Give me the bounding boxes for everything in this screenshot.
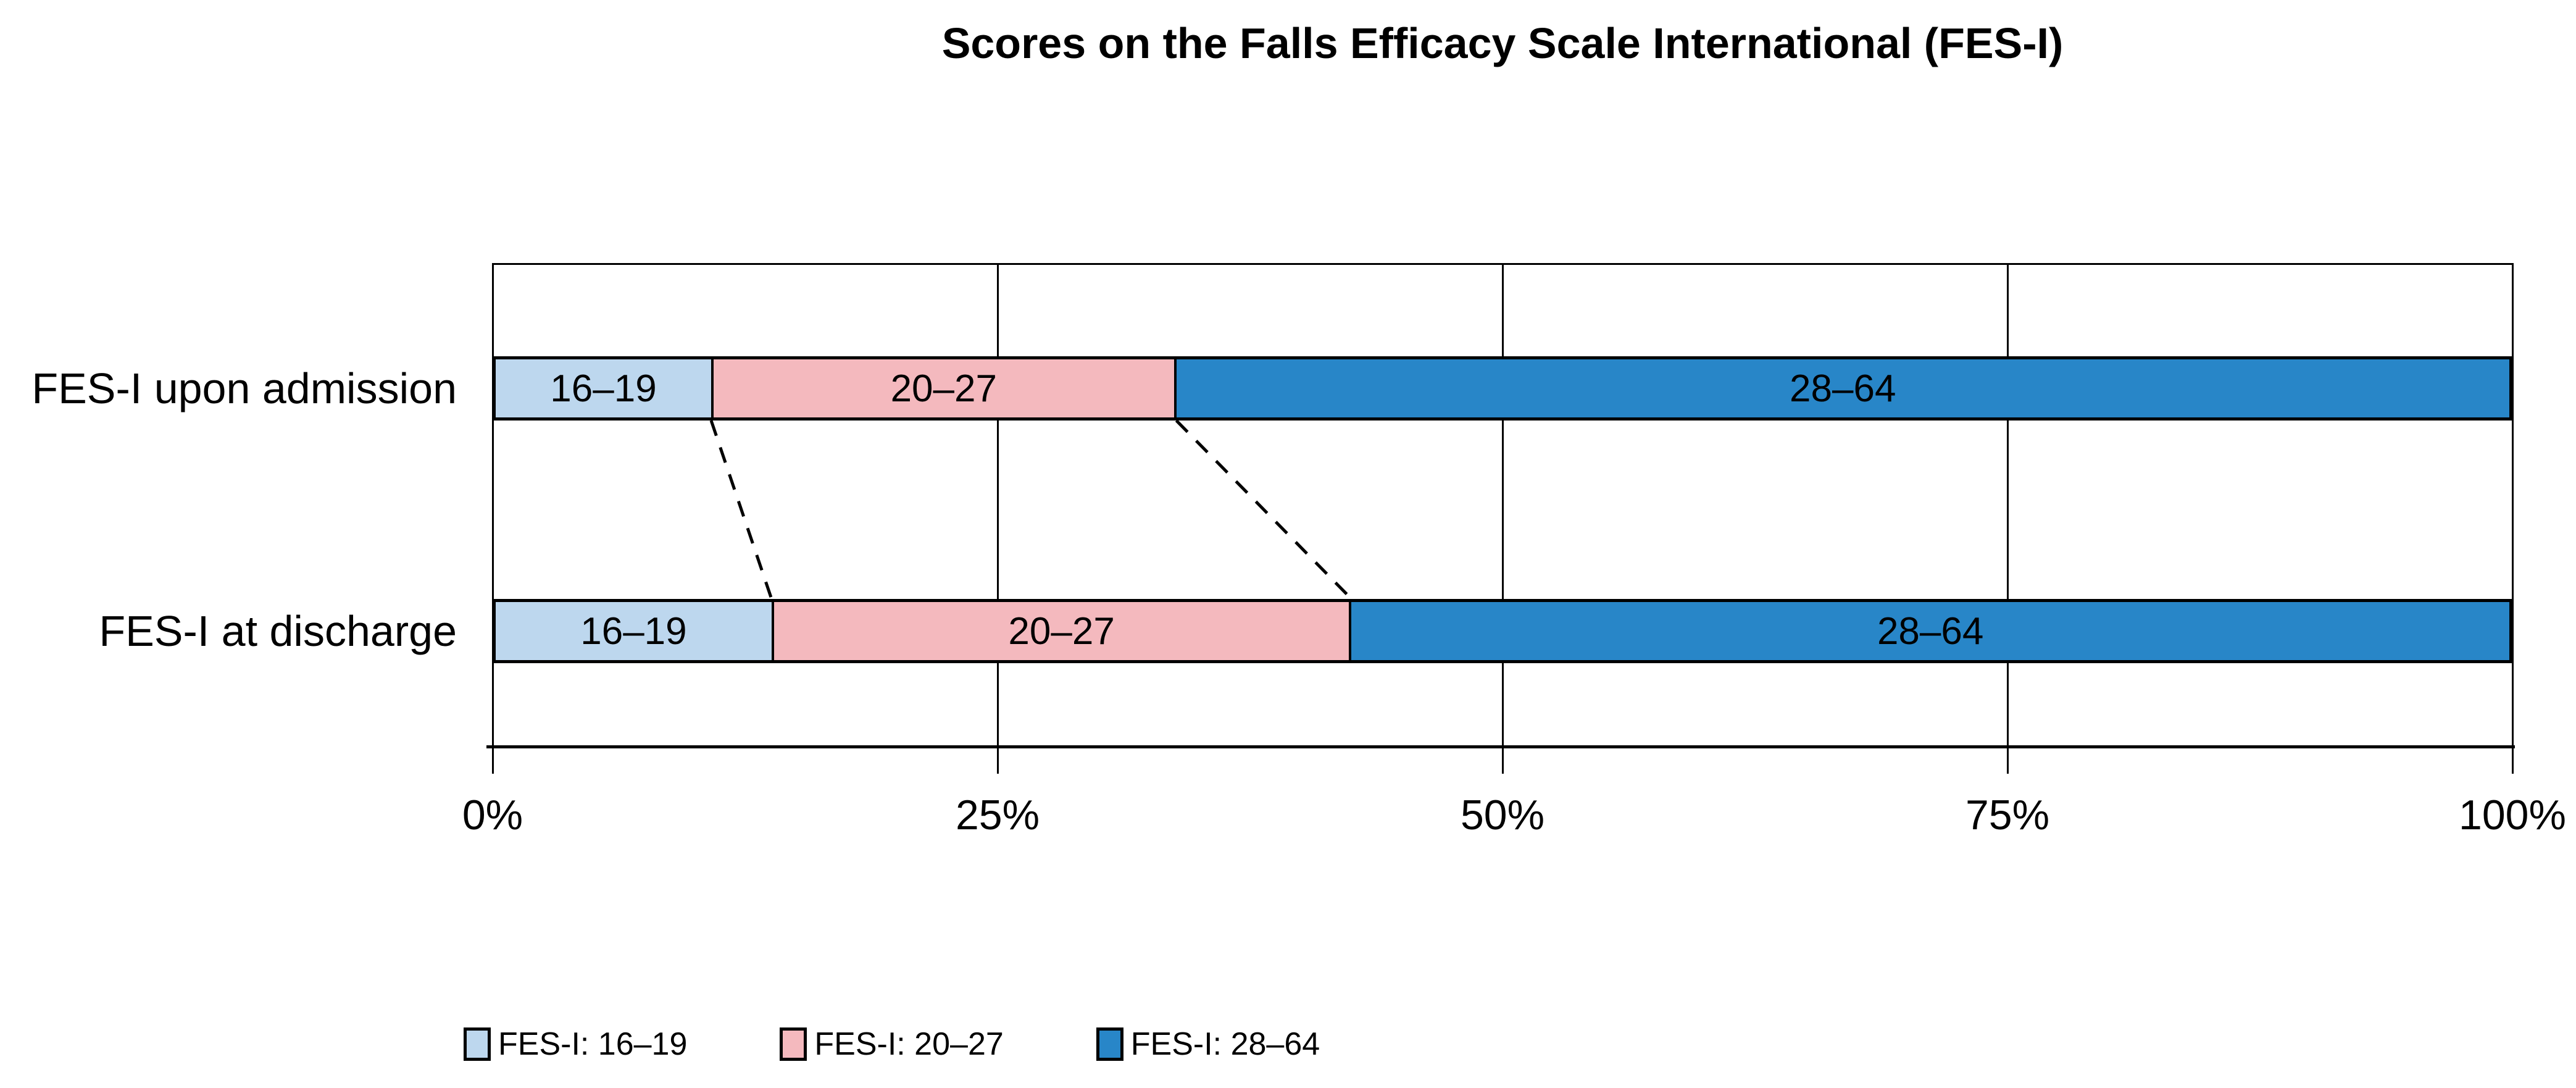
chart-title: Scores on the Falls Efficacy Scale Inter… <box>941 19 2064 67</box>
gridline-25% <box>996 263 999 747</box>
x-axis-tick-75% <box>2006 747 2009 774</box>
connector-dashed-line <box>709 420 773 600</box>
bar-segment-label: 20–27 <box>890 367 997 410</box>
legend-label: FES-I: 16–19 <box>498 1026 688 1062</box>
bar-row-admission: 16–19 20–27 28–64 <box>493 356 2512 421</box>
bar-segment-label: 16–19 <box>550 367 657 410</box>
x-axis-line <box>486 745 2515 748</box>
gridline-50% <box>1501 263 1504 747</box>
bar-segment-16–19: 16–19 <box>496 359 712 417</box>
x-tick-label-75%: 75% <box>1965 792 2050 839</box>
x-axis-tick-25% <box>996 747 999 774</box>
legend-swatch-icon <box>1096 1027 1123 1061</box>
x-tick-label-0%: 0% <box>462 792 523 839</box>
bar-segment-28–64: 28–64 <box>1176 359 2509 417</box>
bar-row-discharge: 16–19 20–27 28–64 <box>493 599 2512 663</box>
gridline-100% <box>2511 263 2514 747</box>
connector-dashed-line <box>1175 419 1353 600</box>
bar-segment-20–27: 20–27 <box>771 602 1352 660</box>
legend-label: FES-I: 28–64 <box>1130 1026 1320 1062</box>
legend: FES-I: 16–19 FES-I: 20–27 FES-I: 28–64 <box>464 1027 1320 1061</box>
bar-segment-label: 28–64 <box>1790 367 1896 410</box>
category-label-discharge: FES-I at discharge <box>99 607 457 655</box>
legend-item: FES-I: 20–27 <box>780 1026 1004 1062</box>
legend-swatch-icon <box>780 1027 807 1061</box>
gridline-0% <box>491 263 494 747</box>
x-tick-label-100%: 100% <box>2459 792 2566 839</box>
legend-item: FES-I: 16–19 <box>464 1027 687 1061</box>
bar-segment-label: 28–64 <box>1877 609 1984 653</box>
x-axis-tick-50% <box>1501 747 1504 774</box>
gridline-75% <box>2006 263 2009 747</box>
bar-segment-label: 16–19 <box>580 609 687 653</box>
category-label-admission: FES-I upon admission <box>31 364 457 412</box>
bar-segment-label: 20–27 <box>1008 609 1115 653</box>
x-tick-label-50%: 50% <box>1460 792 1545 839</box>
x-axis-tick-0% <box>491 747 494 774</box>
x-tick-label-25%: 25% <box>955 792 1040 839</box>
x-axis-tick-100% <box>2511 747 2514 774</box>
bar-segment-28–64: 28–64 <box>1351 602 2509 660</box>
bar-segment-16–19: 16–19 <box>496 602 772 660</box>
bar-segment-20–27: 20–27 <box>711 359 1177 417</box>
legend-item: FES-I: 28–64 <box>1096 1027 1320 1061</box>
legend-label: FES-I: 20–27 <box>814 1026 1004 1062</box>
legend-swatch-icon <box>464 1027 491 1061</box>
